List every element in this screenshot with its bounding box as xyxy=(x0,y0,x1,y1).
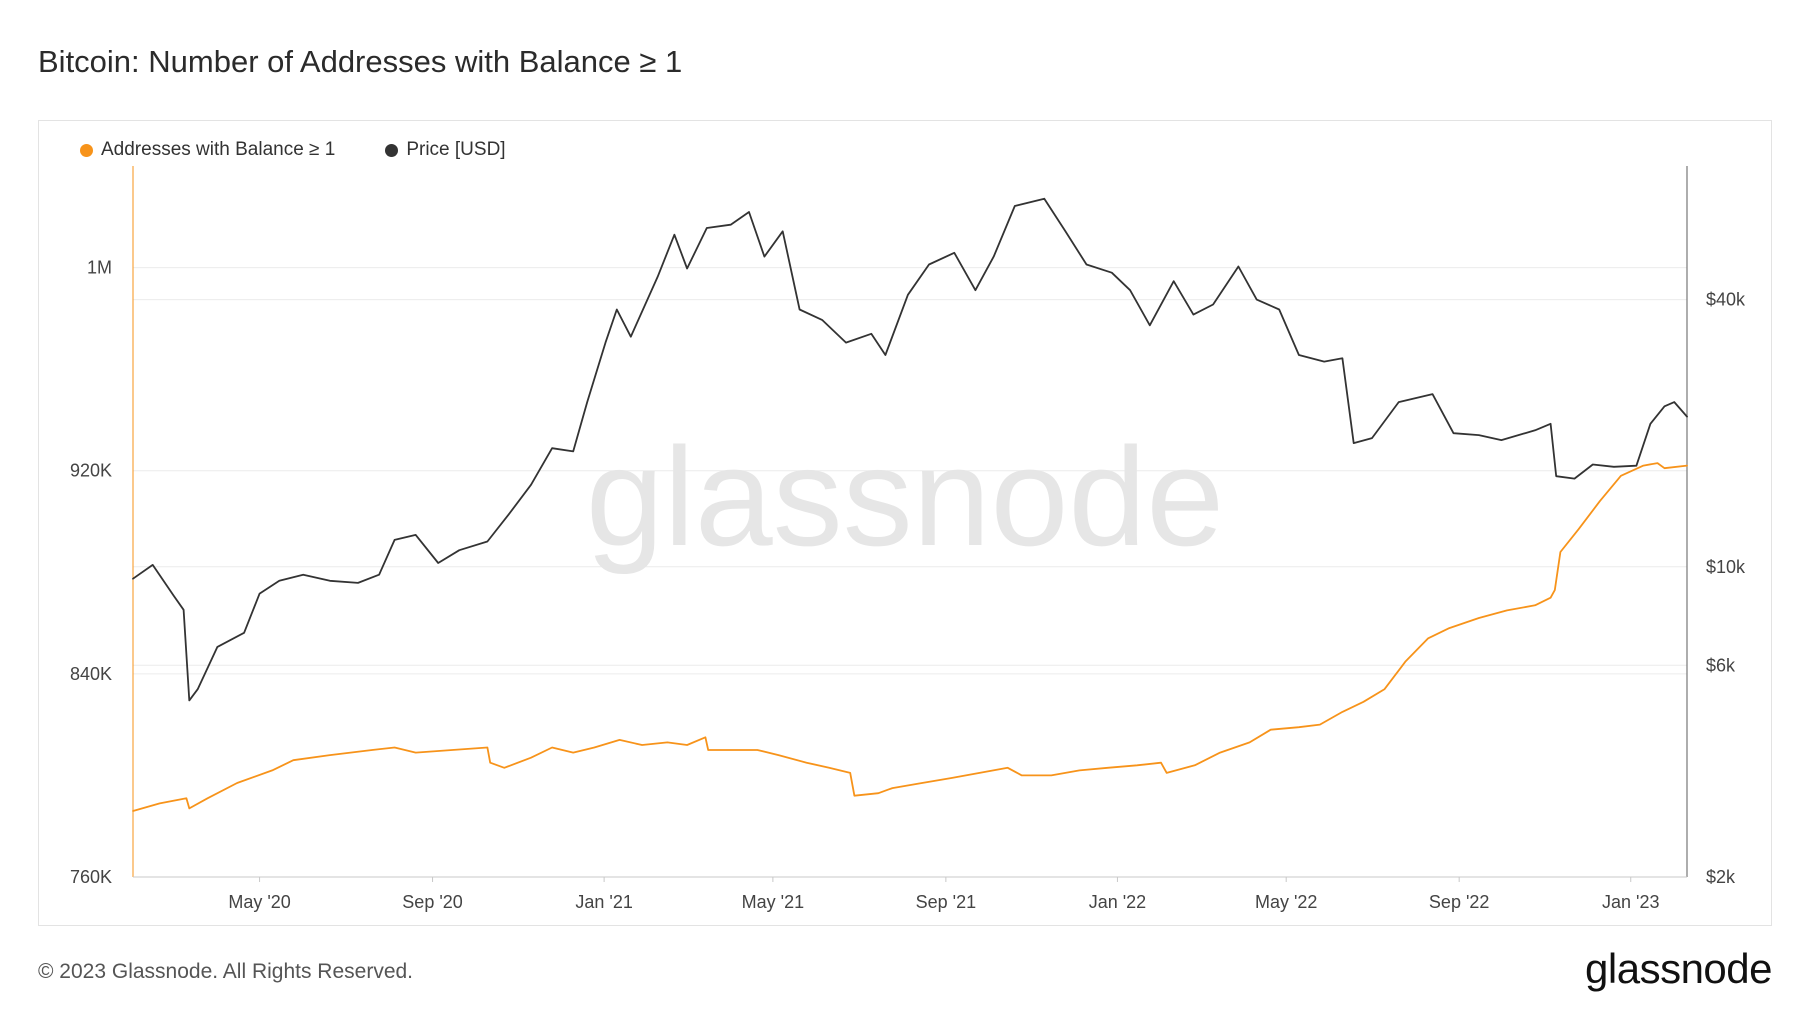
legend-item-addresses[interactable]: Addresses with Balance ≥ 1 xyxy=(80,139,335,161)
x-tick-label: Sep '21 xyxy=(916,892,977,912)
copyright-text: © 2023 Glassnode. All Rights Reserved. xyxy=(38,960,414,983)
x-tick-label: Sep '22 xyxy=(1429,892,1490,912)
axis-layer: 760K 840K 920K 1M $2k $6k $10k $40k May '20 Sep '… xyxy=(70,166,1746,912)
y-left-tick-label: 920K xyxy=(70,461,112,481)
y-right-tick-label: $10k xyxy=(1706,557,1746,577)
chart-panel xyxy=(38,120,1772,926)
x-tick-label: Jan '23 xyxy=(1602,892,1659,912)
series-line-addresses xyxy=(132,462,1688,812)
y-right-tick-label: $40k xyxy=(1706,290,1746,310)
glassnode-logo[interactable]: glassnode xyxy=(1585,945,1772,992)
legend-swatch-price xyxy=(385,143,399,157)
x-tick-label: Jan '21 xyxy=(575,892,632,912)
legend-label-addresses: Addresses with Balance ≥ 1 xyxy=(101,139,336,160)
y-left-tick-label: 760K xyxy=(70,867,112,887)
legend-item-price[interactable]: Price [USD] xyxy=(385,139,506,161)
x-tick-label: May '20 xyxy=(228,892,290,912)
series-line-price xyxy=(132,197,1688,702)
x-tick-label: Jan '22 xyxy=(1089,892,1146,912)
x-tick-label: Sep '20 xyxy=(402,892,463,912)
watermark-text: glassnode xyxy=(586,418,1224,575)
y-right-tick-label: $6k xyxy=(1706,655,1736,675)
x-tick-label: May '21 xyxy=(742,892,804,912)
y-right-tick-label: $2k xyxy=(1706,867,1736,887)
series-layer xyxy=(132,197,1688,812)
y-left-tick-label: 1M xyxy=(87,258,112,278)
legend-label-price: Price [USD] xyxy=(406,139,506,160)
page-title: Bitcoin: Number of Addresses with Balanc… xyxy=(38,44,683,79)
chart-legend: Addresses with Balance ≥ 1 Price [USD] xyxy=(80,139,506,161)
legend-swatch-addresses xyxy=(80,143,93,157)
x-tick-label: May '22 xyxy=(1255,892,1317,912)
y-left-tick-label: 840K xyxy=(70,664,112,684)
